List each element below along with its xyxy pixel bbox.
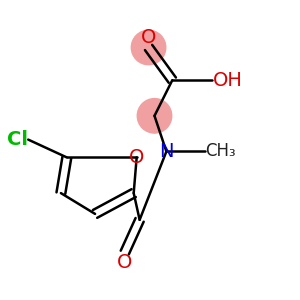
Circle shape	[137, 99, 172, 133]
Text: Cl: Cl	[7, 130, 28, 149]
Text: OH: OH	[212, 71, 242, 90]
Circle shape	[131, 30, 166, 65]
Text: O: O	[117, 253, 133, 272]
Text: O: O	[129, 148, 144, 167]
Text: N: N	[159, 142, 174, 161]
Text: CH₃: CH₃	[205, 142, 236, 160]
Text: O: O	[141, 28, 156, 47]
